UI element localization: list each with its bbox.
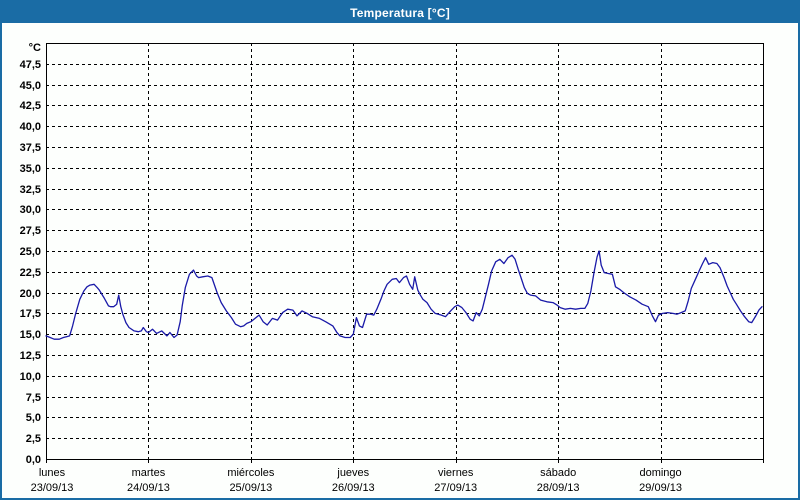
temperature-chart: 0,0 2,5 5,0 7,5 10,0 12,5 15,0 17,5 20,0 22,5 25,0… [20, 42, 764, 494]
y-axis-unit-label: °C [29, 42, 41, 54]
y-tick-label: 30,0 [20, 204, 41, 216]
y-tick-label: 40,0 [20, 121, 41, 133]
x-date-label: 29/09/13 [639, 482, 682, 494]
plot-border [46, 43, 764, 460]
y-tick-label: 10,0 [20, 371, 41, 383]
y-tick-label: 20,0 [20, 288, 41, 300]
y-tick-label: 15,0 [20, 329, 41, 341]
x-day-label: martes [132, 467, 166, 479]
window-title: Temperatura [°C] [350, 5, 450, 20]
x-day-label: lunes [39, 467, 66, 479]
x-date-label: 28/09/13 [537, 482, 580, 494]
x-date-label: 26/09/13 [332, 482, 375, 494]
y-tick-label: 27,5 [20, 225, 41, 237]
y-tick-label: 22,5 [20, 267, 41, 279]
y-tick-label: 37,5 [20, 142, 41, 154]
y-tick-label: 12,5 [20, 350, 41, 362]
x-day-label: jueves [336, 467, 369, 479]
y-tick-label: 47,5 [20, 59, 41, 71]
y-tick-label: 0,0 [26, 454, 41, 466]
y-tick-label: 17,5 [20, 308, 41, 320]
x-day-label: miércoles [227, 467, 275, 479]
chart-container: 0,0 2,5 5,0 7,5 10,0 12,5 15,0 17,5 20,0 22,5 25,0… [2, 23, 798, 498]
y-tick-label: 35,0 [20, 163, 41, 175]
x-date-label: 25/09/13 [229, 482, 272, 494]
temperature-line [45, 250, 763, 340]
y-tick-label: 45,0 [20, 80, 41, 92]
window-titlebar: Temperatura [°C] [2, 2, 798, 23]
y-tick-label: 32,5 [20, 184, 41, 196]
y-tick-label: 5,0 [26, 412, 41, 424]
x-date-label: 23/09/13 [31, 482, 74, 494]
y-tick-label: 2,5 [26, 433, 41, 445]
x-day-label: domingo [639, 467, 681, 479]
x-date-label: 27/09/13 [434, 482, 477, 494]
y-tick-label: 25,0 [20, 246, 41, 258]
x-day-label: sábado [540, 467, 576, 479]
y-tick-label: 7,5 [26, 392, 41, 404]
x-date-label: 24/09/13 [127, 482, 170, 494]
x-day-label: viernes [438, 467, 474, 479]
y-tick-label: 42,5 [20, 100, 41, 112]
